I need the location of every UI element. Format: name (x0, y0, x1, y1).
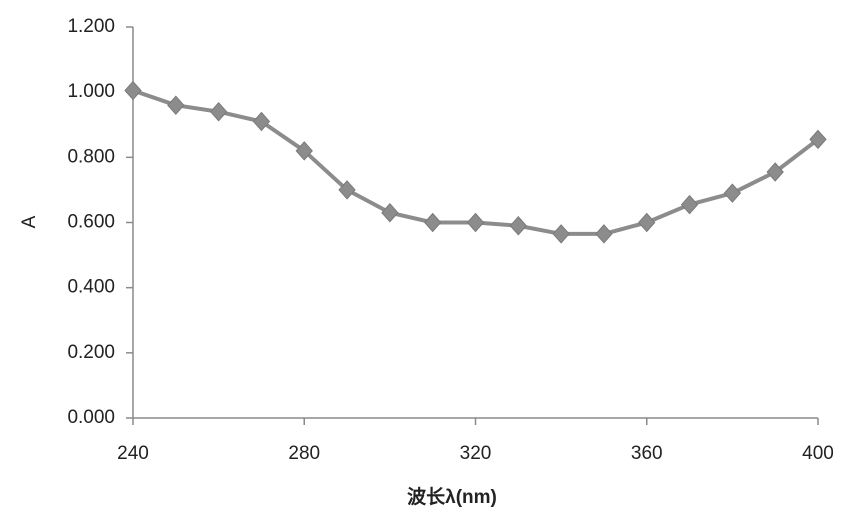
y-tick-label: 0.800 (67, 146, 115, 167)
data-point (766, 162, 784, 182)
data-point (381, 202, 399, 223)
y-axis-label: A (19, 215, 40, 228)
data-point (295, 141, 313, 161)
data-point (167, 95, 185, 115)
data-point (552, 224, 570, 244)
data-point (509, 216, 527, 236)
x-tick-label: 280 (288, 443, 320, 464)
data-point (466, 212, 485, 233)
data-point (595, 224, 613, 244)
y-tick-label: 1.200 (67, 16, 115, 37)
data-point (209, 101, 228, 122)
y-tick-label: 0.400 (67, 277, 115, 298)
x-axis-label: 波长λ(nm) (407, 485, 497, 508)
data-point (338, 180, 356, 200)
data-point (723, 183, 742, 203)
x-tick-label: 400 (802, 443, 834, 464)
data-point (809, 129, 827, 150)
data-line (132, 88, 820, 236)
data-point (424, 212, 442, 233)
y-tick-label: 0.000 (67, 407, 115, 428)
x-tick-label: 360 (631, 443, 663, 464)
data-point (124, 80, 142, 101)
y-tick-label: 0.600 (67, 212, 115, 233)
data-point (638, 212, 656, 233)
y-tick-label: 1.000 (67, 81, 115, 102)
data-point (252, 111, 271, 132)
x-tick-label: 320 (460, 443, 492, 464)
x-tick-label: 240 (117, 443, 149, 464)
y-tick-label: 0.200 (67, 342, 115, 363)
data-point (680, 194, 699, 215)
